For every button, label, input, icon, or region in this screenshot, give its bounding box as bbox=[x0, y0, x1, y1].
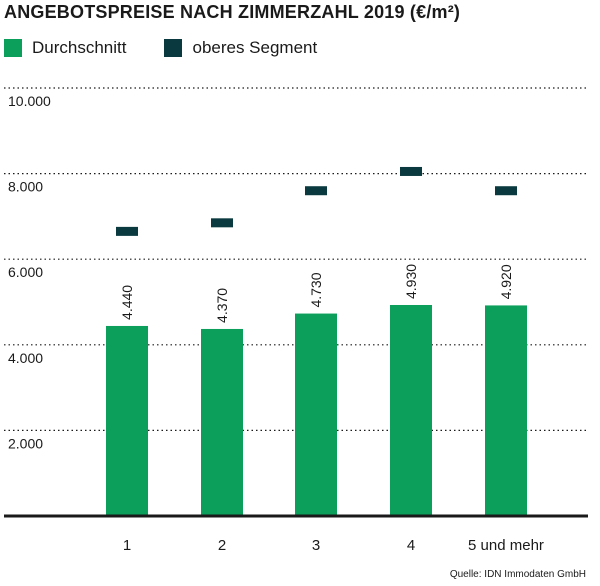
bar-average bbox=[485, 305, 527, 516]
source-note: Quelle: IDN Immodaten GmbH bbox=[449, 569, 586, 580]
x-tick-label: 4 bbox=[407, 537, 415, 554]
marker-upper-segment bbox=[116, 226, 138, 236]
legend: Durchschnitt oberes Segment bbox=[4, 38, 355, 58]
legend-item-average: Durchschnitt bbox=[4, 38, 126, 58]
data-label: 4.370 bbox=[214, 288, 230, 323]
legend-swatch-average bbox=[4, 39, 22, 57]
legend-label-upper-segment: oberes Segment bbox=[192, 38, 318, 57]
y-tick-label: 4.000 bbox=[8, 350, 43, 366]
data-label: 4.730 bbox=[308, 272, 324, 307]
legend-item-upper-segment: oberes Segment bbox=[164, 38, 317, 58]
bar-average bbox=[390, 304, 432, 516]
chart-title: ANGEBOTSPREISE NACH ZIMMERZAHL 2019 (€/m… bbox=[4, 2, 461, 22]
data-label: 4.440 bbox=[119, 285, 135, 320]
y-tick-label: 2.000 bbox=[8, 435, 43, 451]
marker-upper-segment bbox=[211, 218, 233, 228]
legend-swatch-upper-segment bbox=[164, 39, 183, 57]
legend-label-average: Durchschnitt bbox=[32, 38, 127, 57]
bar-average bbox=[106, 325, 148, 516]
bar-average bbox=[295, 313, 337, 516]
marker-upper-segment bbox=[305, 186, 327, 196]
y-tick-label: 6.000 bbox=[8, 264, 43, 280]
x-tick-label: 1 bbox=[123, 537, 131, 554]
marker-upper-segment bbox=[495, 186, 517, 196]
marker-upper-segment bbox=[400, 166, 422, 176]
data-label: 4.930 bbox=[403, 264, 419, 299]
y-tick-label: 8.000 bbox=[8, 179, 43, 195]
x-tick-label: 2 bbox=[218, 537, 226, 554]
bar-average bbox=[201, 328, 243, 516]
x-tick-label: 5 und mehr bbox=[468, 537, 544, 554]
x-tick-label: 3 bbox=[312, 537, 320, 554]
y-tick-label: 10.000 bbox=[8, 93, 51, 109]
data-label: 4.920 bbox=[498, 264, 514, 299]
